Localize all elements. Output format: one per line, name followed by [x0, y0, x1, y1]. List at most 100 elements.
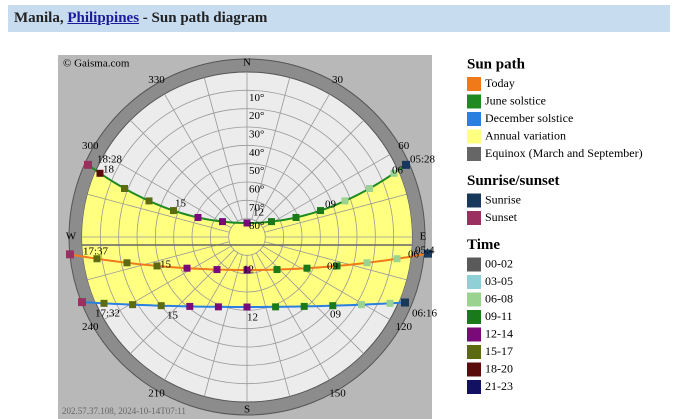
hour-marker: [129, 301, 137, 309]
altitude-label: 50°: [249, 165, 264, 177]
azimuth-label: 30: [332, 74, 344, 86]
azimuth-line: [264, 241, 407, 281]
azimuth-line: [103, 245, 232, 320]
azimuth-line: [255, 93, 330, 222]
legend-label: 15-17: [485, 344, 513, 358]
legend-label: 00-02: [485, 256, 513, 270]
azimuth-line: [103, 154, 232, 229]
hour-label: 12: [253, 207, 264, 219]
legend-swatch: [467, 310, 481, 324]
legend-heading: Time: [467, 237, 500, 253]
hour-marker: [300, 302, 308, 310]
azimuth-line: [255, 252, 330, 381]
azimuth-line: [164, 252, 239, 381]
azimuth-label: 60: [398, 140, 410, 152]
direction-label: W: [66, 231, 77, 243]
header: Manila, Philippines - Sun path diagram: [8, 5, 670, 32]
azimuth-line: [264, 193, 407, 233]
altitude-label: 20°: [249, 110, 264, 122]
legend-label: 03-05: [485, 274, 513, 288]
legend-label: December solstice: [485, 111, 573, 125]
hour-marker: [213, 266, 221, 274]
hour-label: 06: [408, 249, 420, 261]
hour-marker: [194, 213, 202, 221]
hour-marker: [214, 303, 222, 311]
hour-label: 17:37: [83, 246, 109, 258]
hour-label: 06:16: [412, 308, 438, 320]
legend-swatch: [467, 345, 481, 359]
place: Manila,: [14, 10, 64, 26]
hour-label: 17:32: [95, 308, 120, 320]
legend-heading: Sunrise/sunset: [467, 173, 560, 189]
hour-label: 18: [103, 164, 115, 176]
azimuth-line: [203, 77, 243, 220]
hour-label: 09: [325, 199, 337, 211]
hour-label: 05:28: [410, 154, 436, 166]
hour-marker: [363, 259, 371, 267]
hour-marker: [329, 302, 337, 310]
azimuth-line: [262, 245, 391, 320]
hour-label: 18:28: [97, 154, 123, 166]
legend-swatch: [467, 275, 481, 289]
azimuth-line: [251, 254, 291, 397]
hour-marker: [121, 184, 128, 192]
hour-marker: [366, 184, 373, 192]
legend-swatch: [467, 380, 481, 394]
hour-marker: [273, 266, 281, 274]
legend-label: Today: [485, 76, 515, 90]
legend-swatch: [467, 211, 481, 225]
footer: 202.57.37.108, 2024-10-14T07:11: [62, 406, 186, 416]
country-link[interactable]: Philippines: [67, 10, 140, 26]
altitude-label: 10°: [249, 92, 264, 104]
legend-swatch: [467, 77, 481, 91]
azimuth-label: 120: [396, 321, 413, 333]
hour-marker: [303, 264, 311, 272]
sunrise-marker: [424, 249, 432, 258]
direction-label: E: [420, 231, 427, 243]
hour-label: 15: [175, 198, 187, 210]
hour-marker: [96, 169, 104, 177]
legend-swatch: [467, 112, 481, 126]
legend-swatch: [467, 257, 481, 272]
hour-marker: [268, 218, 275, 226]
hour-label: 09: [330, 309, 342, 321]
hour-label: 05:4: [415, 245, 435, 257]
azimuth-label: 300: [82, 140, 99, 152]
altitude-label: 70°: [249, 202, 264, 214]
hour-marker: [243, 266, 251, 274]
hour-marker: [170, 207, 177, 215]
hour-marker: [93, 255, 101, 263]
legend-label: 21-23: [485, 379, 513, 393]
sunset-marker: [78, 298, 86, 307]
altitude-label: 30°: [249, 129, 264, 141]
hour-marker: [393, 255, 401, 263]
altitude-label: 60°: [249, 184, 264, 196]
copyright: © Gaisma.com: [63, 58, 130, 70]
title-suffix: - Sun path diagram: [142, 10, 268, 26]
azimuth-label: 150: [329, 387, 346, 399]
hour-marker: [243, 219, 251, 227]
legend-label: 18-20: [485, 361, 513, 375]
hour-marker: [341, 197, 349, 205]
legend-label: 09-11: [485, 309, 513, 323]
legend-label: Annual variation: [485, 128, 566, 142]
hour-marker: [186, 302, 194, 310]
azimuth-label: 240: [82, 321, 99, 333]
hour-marker: [157, 302, 165, 310]
hour-marker: [145, 197, 153, 205]
azimuth-label: 330: [148, 74, 165, 86]
legend-swatch: [467, 193, 481, 208]
sunrise-marker: [402, 160, 410, 169]
legend-label: Equinox (March and September): [485, 146, 643, 160]
legend-swatch: [467, 94, 481, 109]
hour-marker: [292, 213, 300, 221]
azimuth-line: [87, 241, 230, 281]
azimuth-line: [259, 120, 364, 225]
legend-swatch: [467, 327, 481, 342]
legend-label: Sunset: [485, 210, 518, 224]
direction-label: N: [243, 57, 251, 69]
legend-swatch: [467, 147, 481, 161]
hour-marker: [153, 262, 161, 270]
hour-marker: [317, 207, 324, 215]
